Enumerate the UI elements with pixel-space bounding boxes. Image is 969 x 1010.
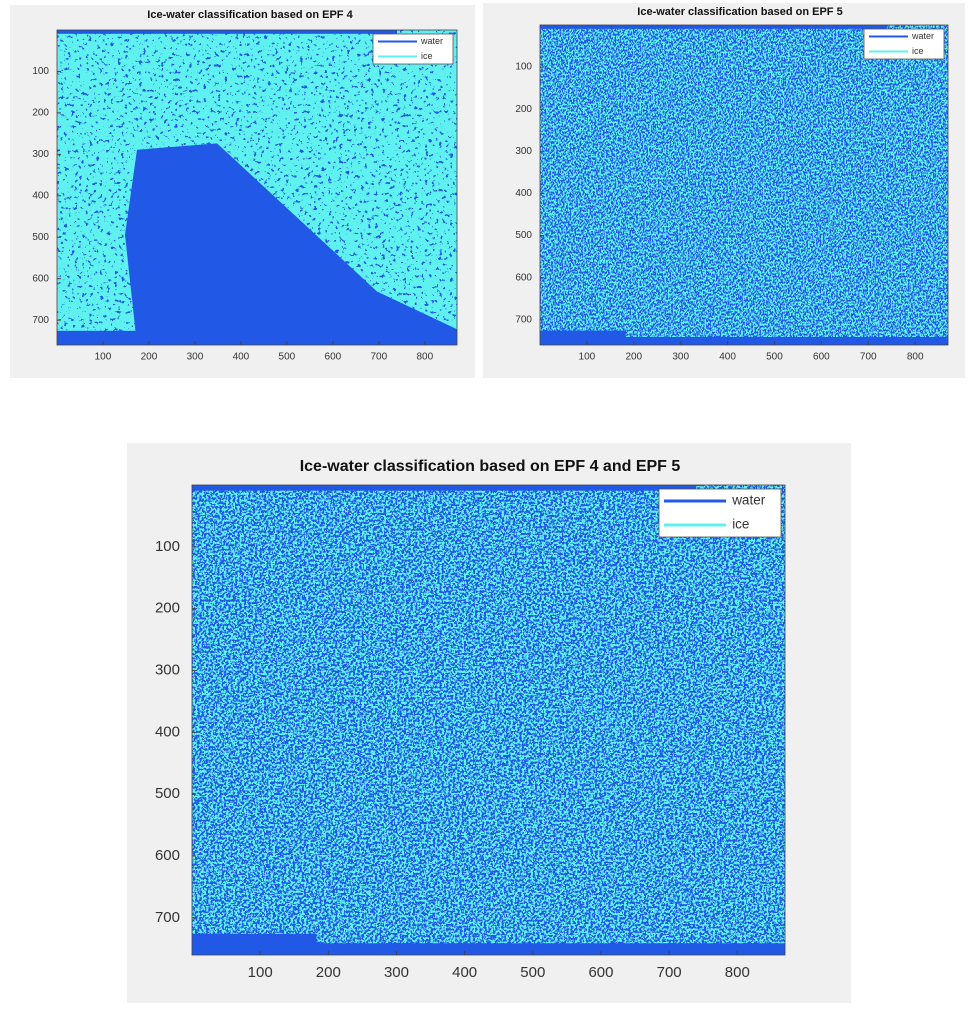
y-tick-label: 300: [155, 661, 180, 678]
water-strip: [540, 330, 626, 345]
x-tick-label: 700: [657, 964, 682, 981]
legend-box: [372, 33, 454, 65]
image-water: [192, 485, 785, 955]
chart-title: Ice-water classification based on EPF 5: [637, 6, 842, 18]
x-tick-label: 500: [766, 352, 783, 363]
x-tick-label: 800: [725, 964, 750, 981]
x-tick-label: 500: [279, 352, 296, 363]
x-tick-label: 500: [520, 964, 545, 981]
y-tick-label: 100: [32, 66, 49, 77]
y-tick-label: 600: [155, 847, 180, 864]
x-tick-label: 800: [416, 352, 433, 363]
x-tick-label: 400: [452, 964, 477, 981]
x-tick-label: 400: [233, 352, 250, 363]
axes-frame: [56, 29, 458, 346]
legend-label: water: [911, 31, 934, 41]
water-strip: [625, 337, 948, 345]
x-tick-label: 200: [625, 352, 642, 363]
water-region: [125, 143, 457, 345]
y-tick-label: 700: [32, 315, 49, 326]
x-tick-label: 100: [579, 352, 596, 363]
y-tick-label: 700: [155, 909, 180, 926]
legend-label: ice: [732, 517, 749, 532]
water-strip: [141, 337, 457, 345]
x-tick-label: 600: [813, 352, 830, 363]
y-tick-label: 100: [155, 538, 180, 555]
x-tick-label: 800: [907, 352, 924, 363]
legend-box: [658, 488, 782, 538]
x-tick-label: 400: [719, 352, 736, 363]
axes-frame: [191, 484, 786, 956]
x-tick-label: 200: [316, 964, 341, 981]
water-strip: [540, 25, 887, 29]
y-tick-label: 400: [515, 188, 532, 199]
x-tick-label: 700: [860, 352, 877, 363]
legend-label: ice: [912, 46, 924, 56]
water-strip: [57, 330, 141, 345]
y-tick-label: 200: [155, 600, 180, 617]
y-tick-label: 200: [515, 104, 532, 115]
water-strip: [192, 933, 317, 955]
image-water: [540, 25, 948, 345]
y-tick-label: 500: [32, 232, 49, 243]
legend-label: water: [731, 493, 766, 508]
x-tick-label: 100: [248, 964, 273, 981]
chart-title: Ice-water classification based on EPF 4 …: [300, 458, 681, 475]
x-tick-label: 700: [370, 352, 387, 363]
water-strip: [192, 485, 697, 491]
y-tick-label: 700: [515, 314, 532, 325]
x-tick-label: 300: [672, 352, 689, 363]
x-tick-label: 300: [384, 964, 409, 981]
water-strip: [316, 943, 785, 955]
x-tick-label: 300: [187, 352, 204, 363]
legend-box: [863, 28, 945, 60]
y-tick-label: 400: [155, 723, 180, 740]
y-tick-label: 600: [515, 272, 532, 283]
chart-title: Ice-water classification based on EPF 4: [147, 9, 353, 21]
y-tick-label: 400: [32, 190, 49, 201]
x-tick-label: 600: [325, 352, 342, 363]
y-tick-label: 600: [32, 273, 49, 284]
x-tick-label: 200: [141, 352, 158, 363]
legend-label: ice: [421, 51, 433, 61]
y-tick-label: 500: [515, 230, 532, 241]
x-tick-label: 600: [588, 964, 613, 981]
y-tick-label: 100: [515, 62, 532, 73]
legend-label: water: [420, 36, 443, 46]
axes-frame: [539, 24, 949, 346]
y-tick-label: 300: [515, 146, 532, 157]
y-tick-label: 300: [32, 149, 49, 160]
water-strip: [57, 30, 397, 34]
x-tick-label: 100: [95, 352, 112, 363]
y-tick-label: 200: [32, 108, 49, 119]
y-tick-label: 500: [155, 785, 180, 802]
